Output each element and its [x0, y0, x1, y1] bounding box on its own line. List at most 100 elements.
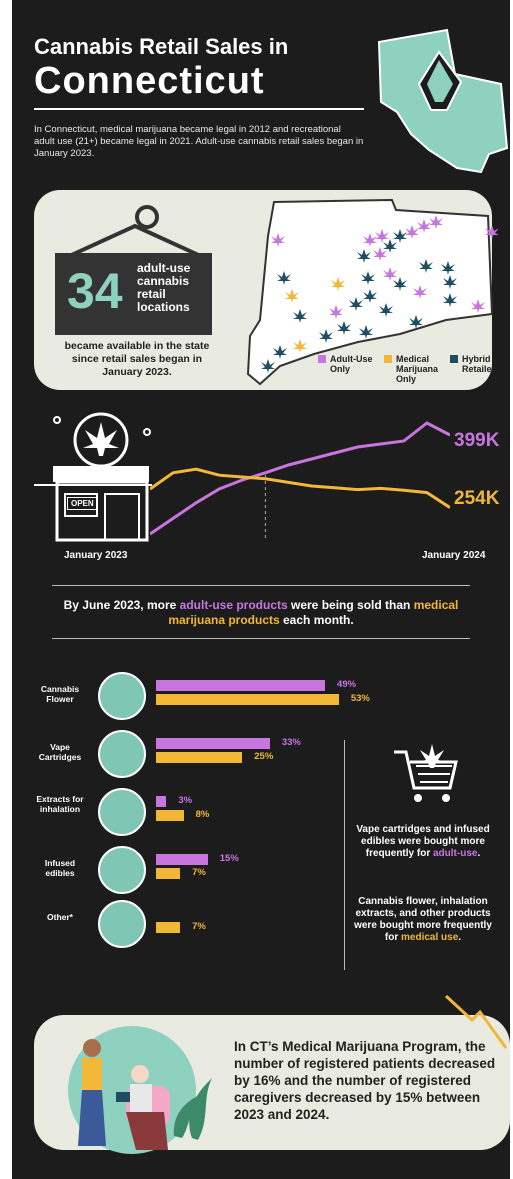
leaf-marker-icon [285, 289, 299, 303]
leaf-marker-icon [271, 233, 285, 247]
leaf-marker-icon [273, 345, 287, 359]
leaf-marker-icon [443, 275, 457, 289]
legend-label: Adult-Use Only [330, 354, 373, 374]
side-p1-suffix: . [477, 848, 481, 859]
leaf-marker-icon [419, 259, 433, 273]
sales-line-chart [150, 421, 450, 540]
product-label: Infused edibles [44, 858, 76, 878]
series-line-medical [150, 467, 450, 509]
medical-bar [156, 752, 243, 763]
legend-item: Medical Marijuana Only [384, 354, 440, 384]
leaf-marker-icon [277, 271, 291, 285]
side-p1-prefix: Vape cartridges and infused edibles were… [356, 824, 490, 859]
leaf-marker-icon [329, 305, 343, 319]
locations-number: 34 [67, 263, 123, 319]
legend-item: Hybrid Retailer [450, 354, 506, 384]
leaf-marker-icon [359, 325, 373, 339]
leaf-marker-icon [331, 277, 345, 291]
leaf-marker-icon [363, 289, 377, 303]
crossover-middle: were being sold than [287, 598, 414, 612]
locations-caption: became available in the state since reta… [64, 340, 210, 378]
map-legend: Adult-Use Only Medical Marijuana Only Hybr… [318, 354, 506, 384]
leaf-marker-icon [373, 247, 387, 261]
crossover-adult: adult-use products [179, 598, 288, 612]
map-leaf-markers [261, 215, 498, 373]
legend-swatch [450, 355, 458, 363]
sign-string-icon [64, 223, 206, 260]
leaf-marker-icon [409, 315, 423, 329]
medical-bar [156, 922, 181, 933]
medical-value: 53% [350, 693, 370, 704]
adult-use-value: 33% [281, 737, 301, 748]
leaf-marker-icon [337, 321, 351, 335]
product-icon [98, 672, 146, 720]
adult-use-bar [156, 796, 167, 807]
leaf-marker-icon [379, 303, 393, 317]
medical-value: 25% [254, 751, 274, 762]
adult-use-value: 15% [219, 853, 239, 864]
crossover-medical: medical marijuana products [168, 598, 459, 627]
medical-bar [156, 868, 181, 879]
x-start-label: January 2023 [64, 550, 128, 561]
leaf-marker-icon [383, 239, 397, 253]
product-icon [98, 730, 146, 778]
leaf-marker-icon [293, 309, 307, 323]
adult-use-value: 3% [178, 795, 193, 806]
store-sign-rule [34, 484, 152, 486]
locations-sign [55, 253, 212, 335]
product-icon [98, 900, 146, 948]
title-divider [34, 108, 364, 110]
medical-bar [156, 810, 184, 821]
sign-hook-icon [135, 205, 159, 229]
crossover-text: By June 2023, more adult-use products we… [52, 598, 470, 628]
leaf-marker-icon [405, 225, 419, 239]
shopping-cart-icon [394, 744, 458, 802]
patient-caregiver-illustration [68, 1026, 212, 1154]
leaf-marker-icon [443, 293, 457, 307]
infographic: Cannabis Retail Sales in Connecticut In … [12, 0, 510, 1179]
leaf-marker-icon [393, 277, 407, 291]
leaf-marker-icon [429, 215, 443, 229]
leaf-marker-icon [383, 267, 397, 281]
product-label: Cannabis Flower [40, 684, 80, 704]
medical-value: 8% [195, 809, 210, 820]
leaf-marker-icon [417, 219, 431, 233]
legend-item: Adult-Use Only [318, 354, 374, 384]
leaf-marker-icon [485, 225, 498, 239]
side-p2-highlight: medical use [401, 932, 459, 943]
x-end-label: January 2024 [422, 550, 486, 561]
retailer-map [246, 198, 498, 386]
dispensary-storefront-icon [53, 412, 151, 542]
side-p2-prefix: Cannabis flower, inhalation extracts, an… [354, 896, 492, 943]
leaf-marker-icon [293, 339, 307, 353]
adult-use-bar [156, 738, 270, 749]
legend-label: Hybrid Retailer [462, 354, 496, 374]
divider-bottom [52, 638, 470, 639]
leaf-marker-icon [361, 271, 375, 285]
leaf-marker-icon [413, 285, 427, 299]
product-icon [98, 788, 146, 836]
leaf-marker-icon [357, 249, 371, 263]
product-icon [98, 846, 146, 894]
leaf-marker-icon [319, 329, 333, 343]
side-p2-suffix: . [458, 932, 462, 943]
vertical-divider [344, 740, 345, 970]
adult-use-bar [156, 680, 326, 691]
medical-value: 7% [192, 867, 206, 878]
title-line-2: Connecticut [34, 60, 265, 102]
medical-bar [156, 694, 339, 705]
connecticut-outline-icon [377, 28, 509, 174]
leaf-marker-icon [261, 359, 275, 373]
product-label: Extracts for inhalation [36, 794, 84, 814]
leaf-marker-icon [393, 229, 407, 243]
adult-use-value: 49% [337, 679, 357, 690]
leaf-marker-icon [471, 299, 485, 313]
leaf-marker-icon [441, 261, 455, 275]
program-text: In CT’s Medical Marijuana Program, the n… [234, 1039, 496, 1122]
medical-end-label: 254K [454, 488, 500, 509]
intro-text: In Connecticut, medical marijuana became… [34, 124, 364, 159]
crossover-suffix: each month. [279, 613, 354, 627]
locations-label: adult-use cannabis retail locations [137, 261, 191, 314]
series-line-adult-use [150, 421, 450, 536]
adult-use-end-label: 399K [454, 430, 500, 451]
